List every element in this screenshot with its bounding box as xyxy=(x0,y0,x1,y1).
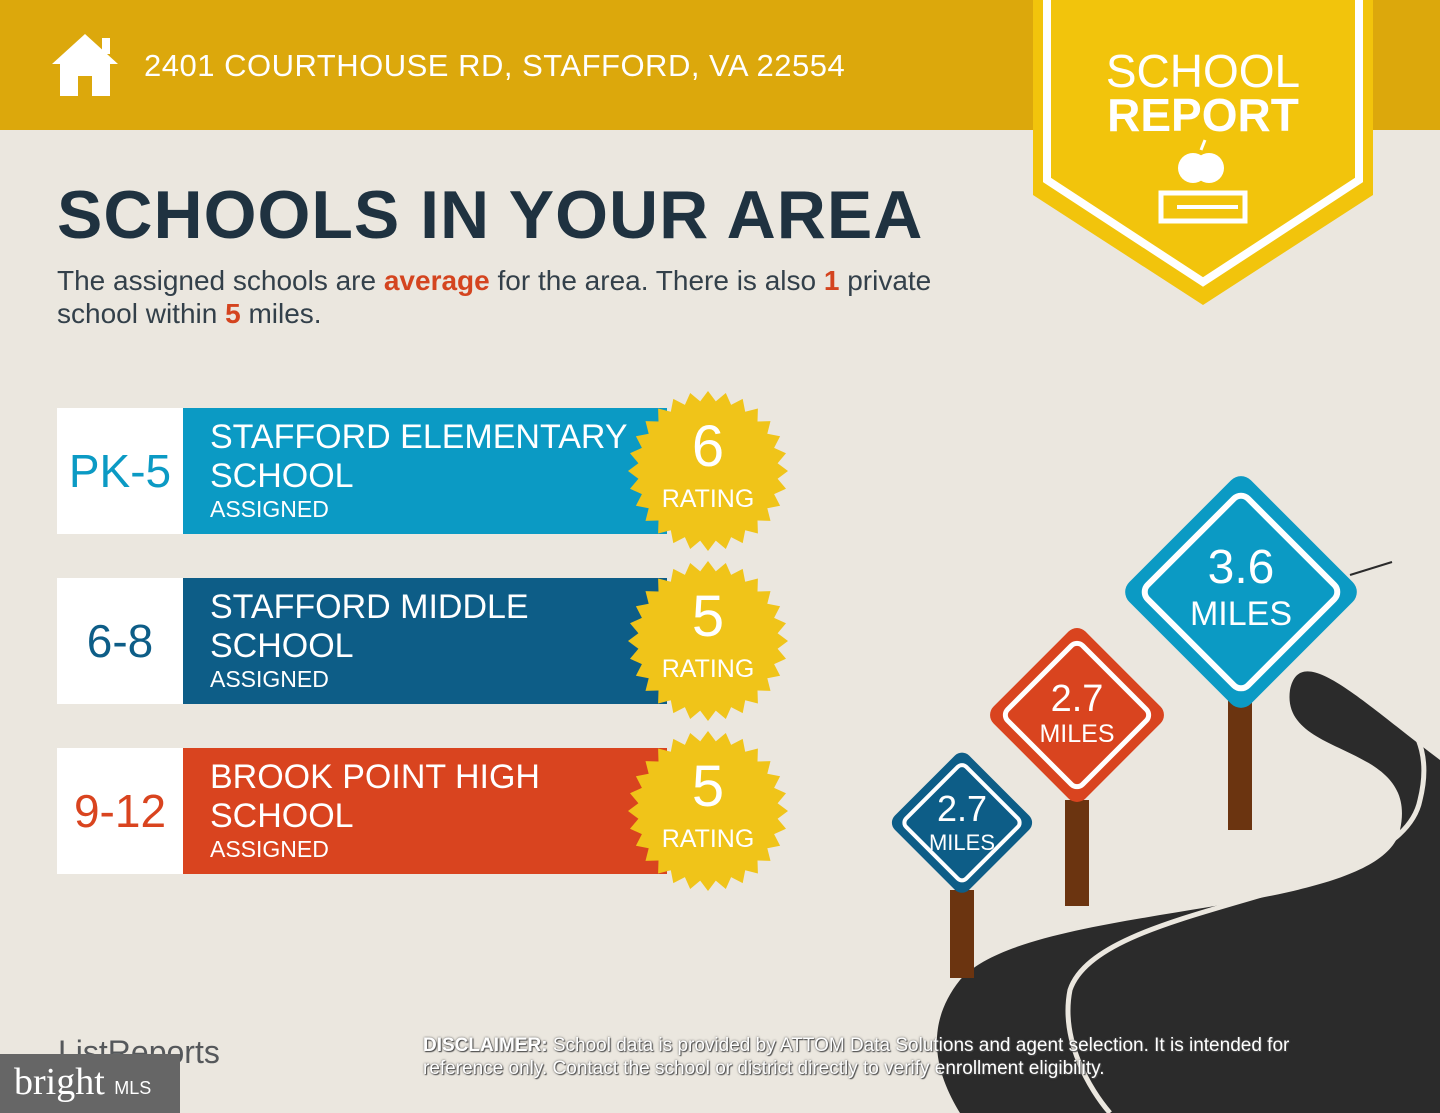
rating-seal: 5 RATING xyxy=(628,561,788,721)
distance-sign-2 xyxy=(990,628,1164,802)
distance-sign-3 xyxy=(1125,476,1357,708)
property-address: 2401 COURTHOUSE RD, STAFFORD, VA 22554 xyxy=(144,48,846,83)
seal-shape xyxy=(628,561,788,721)
private-count: 1 xyxy=(823,265,840,296)
distance-sign-1 xyxy=(891,752,1033,893)
school-report-badge xyxy=(1033,0,1373,305)
school-status: ASSIGNED xyxy=(210,496,329,522)
sign-post xyxy=(1065,800,1089,906)
badge-line-2: REPORT xyxy=(1107,89,1299,141)
seal-shape xyxy=(628,731,788,891)
rating-seal: 6 RATING xyxy=(628,391,788,551)
quality: average xyxy=(383,265,490,296)
house-icon xyxy=(52,34,118,96)
bright-mls-logo: bright MLS xyxy=(0,1054,180,1113)
sign-post xyxy=(950,890,974,978)
school-name: STAFFORD MIDDLE SCHOOL xyxy=(210,588,529,665)
school-row-middle: 6-8 STAFFORD MIDDLE SCHOOL ASSIGNED xyxy=(57,578,667,704)
distance-unit: MILES xyxy=(928,830,996,855)
sign-post xyxy=(1228,700,1252,830)
summary-text: The assigned schools are average for the… xyxy=(57,265,932,329)
school-bar: STAFFORD ELEMENTARY SCHOOL ASSIGNED xyxy=(183,408,667,534)
grade-range: 6-8 xyxy=(57,578,183,704)
road xyxy=(936,671,1440,1113)
school-status: ASSIGNED xyxy=(210,836,329,862)
disclaimer: DISCLAIMER: School data is provided by A… xyxy=(423,1035,1290,1079)
badge-line-1: SCHOOL xyxy=(1105,45,1301,97)
rating-seal: 5 RATING xyxy=(628,731,788,891)
grade-range: PK-5 xyxy=(57,408,183,534)
school-name: STAFFORD ELEMENTARY SCHOOL xyxy=(210,418,627,495)
distance-value: 3.6 xyxy=(1207,541,1275,594)
seal-shape xyxy=(628,391,788,551)
page-title: SCHOOLS IN YOUR AREA xyxy=(57,177,924,253)
distance-value: 2.7 xyxy=(936,788,988,829)
apple-books-icon xyxy=(1158,139,1248,224)
distance-unit: MILES xyxy=(1039,720,1115,748)
school-bar: BROOK POINT HIGH SCHOOL ASSIGNED xyxy=(183,748,667,874)
radius: 5 xyxy=(225,298,241,329)
school-row-elementary: PK-5 STAFFORD ELEMENTARY SCHOOL ASSIGNED xyxy=(57,408,667,534)
grade-range: 9-12 xyxy=(57,748,183,874)
school-row-high: 9-12 BROOK POINT HIGH SCHOOL ASSIGNED xyxy=(57,748,667,874)
distance-unit: MILES xyxy=(1189,595,1293,633)
school-name: BROOK POINT HIGH SCHOOL xyxy=(210,758,540,835)
school-bar: STAFFORD MIDDLE SCHOOL ASSIGNED xyxy=(183,578,667,704)
school-status: ASSIGNED xyxy=(210,666,329,692)
distance-value: 2.7 xyxy=(1050,678,1104,720)
